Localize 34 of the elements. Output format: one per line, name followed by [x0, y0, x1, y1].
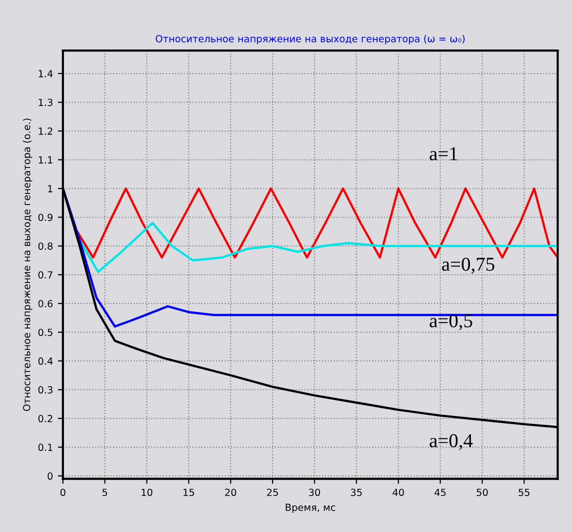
x-axis-title: Время, мс	[286, 504, 336, 513]
y-axis-title: Относительное напряжение на выходе генератора (о.е.)	[22, 118, 32, 412]
series-label: a=1	[430, 147, 458, 160]
y-tick-label: 1.3	[38, 98, 52, 106]
x-tick-label: 5	[102, 488, 108, 496]
y-tick-label: 1.4	[38, 70, 53, 78]
y-tick-label: 0.6	[38, 300, 53, 308]
series-label: a=0,75	[442, 258, 494, 274]
x-tick-label: 35	[350, 488, 362, 496]
x-tick-label: 55	[518, 488, 530, 496]
x-tick-label: 40	[392, 488, 404, 496]
y-tick-label: 0.5	[38, 328, 52, 336]
y-tick-label: 0.3	[38, 386, 52, 394]
y-tick-label: 1.2	[38, 127, 52, 135]
series-label: a=0,5	[430, 314, 472, 330]
x-tick-label: 10	[142, 488, 152, 496]
y-tick-label: 0.9	[38, 214, 53, 222]
series-label: a=0,4	[430, 434, 473, 450]
y-tick-label: 0.1	[38, 444, 52, 452]
x-tick-label: 50	[476, 488, 488, 496]
x-tick-label: 45	[434, 488, 446, 496]
y-tick-label: 0.2	[38, 414, 52, 422]
y-tick-label: 0.7	[38, 271, 52, 279]
y-tick-label: 0	[48, 472, 53, 480]
x-tick-label: 25	[267, 488, 278, 496]
chart-title: Относительное напряжение на выходе генератора (ω = ω₀)	[156, 34, 465, 44]
x-tick-label: 20	[225, 488, 236, 496]
x-tick-label: 15	[184, 488, 194, 496]
y-tick-label: 1.1	[38, 156, 52, 164]
y-tick-label: 0.4	[38, 357, 53, 365]
x-tick-label: 30	[309, 488, 320, 496]
y-tick-label: 0.8	[38, 242, 53, 250]
x-tick-label: 0	[60, 488, 66, 496]
y-tick-label: 1	[48, 185, 52, 192]
